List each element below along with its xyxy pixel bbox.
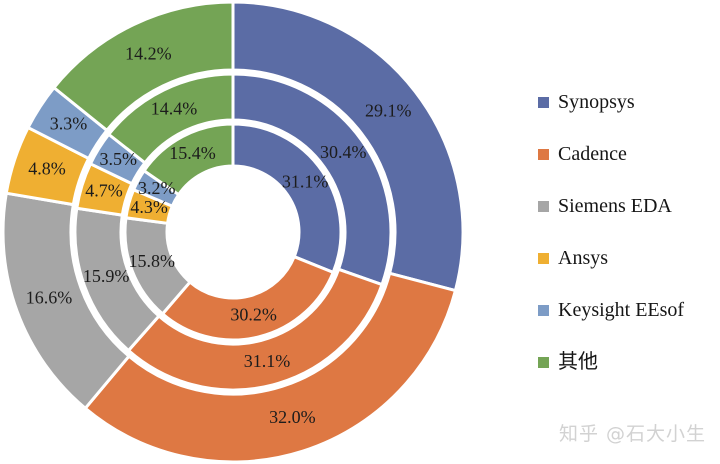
slice-label-middle-1: 31.1% [244,351,291,371]
legend-item-synopsys: Synopsys [538,90,684,114]
slice-middle-5 [107,72,235,165]
slice-label-middle-2: 15.9% [83,266,130,286]
slice-inner-5 [142,122,235,197]
legend-item-ansys: Ansys [538,246,684,270]
concentric-donut-chart: 29.1% 32.0% 16.6% 4.8% 3.3% 14.2% 30.4% 31.1% 15… [1,0,465,464]
legend: Synopsys Cadence Siemens EDA Ansys Keysi… [538,90,684,374]
legend-label-cadence: Cadence [558,143,627,165]
legend-item-cadence: Cadence [538,142,684,166]
slice-label-outer-1: 32.0% [269,407,316,427]
legend-marker-siemens-eda [538,200,549,212]
slice-inner-0 [231,122,343,274]
legend-label-siemens-eda: Siemens EDA [558,195,672,217]
slice-label-middle-4: 3.5% [100,149,138,169]
slice-outer-5 [52,0,235,132]
slice-label-middle-3: 4.7% [85,180,123,200]
slice-label-inner-0: 31.1% [282,171,329,191]
legend-item-keysight-eesof: Keysight EEsof [538,298,684,322]
legend-marker-ansys [538,252,549,264]
slice-label-inner-1: 30.2% [230,305,277,325]
slice-outer-1 [83,271,457,464]
legend-marker-keysight-eesof [538,304,549,316]
legend-item-others: 其他 [538,350,684,374]
watermark-zhihu: 知乎 @石大小生 [558,423,706,445]
slice-middle-1 [127,267,384,392]
slice-label-inner-2: 15.8% [128,251,175,271]
legend-marker-others [538,356,549,368]
slice-label-inner-4: 3.2% [138,178,176,198]
slice-label-middle-0: 30.4% [320,142,367,162]
slice-label-inner-3: 4.3% [130,197,168,217]
legend-label-keysight-eesof: Keysight EEsof [558,299,685,321]
legend-marker-cadence [538,148,549,160]
slice-outer-0 [231,0,465,293]
slice-label-outer-5: 14.2% [125,43,172,63]
slice-label-outer-4: 3.3% [50,114,88,134]
slice-label-outer-2: 16.6% [26,288,73,308]
slice-label-inner-5: 15.4% [169,143,216,163]
legend-label-others: 其他 [558,351,598,373]
slice-inner-1 [161,255,335,342]
legend-label-synopsys: Synopsys [558,91,635,113]
slice-label-outer-0: 29.1% [365,101,412,121]
slice-label-middle-5: 14.4% [151,99,198,119]
legend-marker-synopsys [538,96,549,108]
legend-item-siemens-eda: Siemens EDA [538,194,684,218]
slice-label-outer-3: 4.8% [28,158,66,178]
legend-label-ansys: Ansys [558,247,609,269]
